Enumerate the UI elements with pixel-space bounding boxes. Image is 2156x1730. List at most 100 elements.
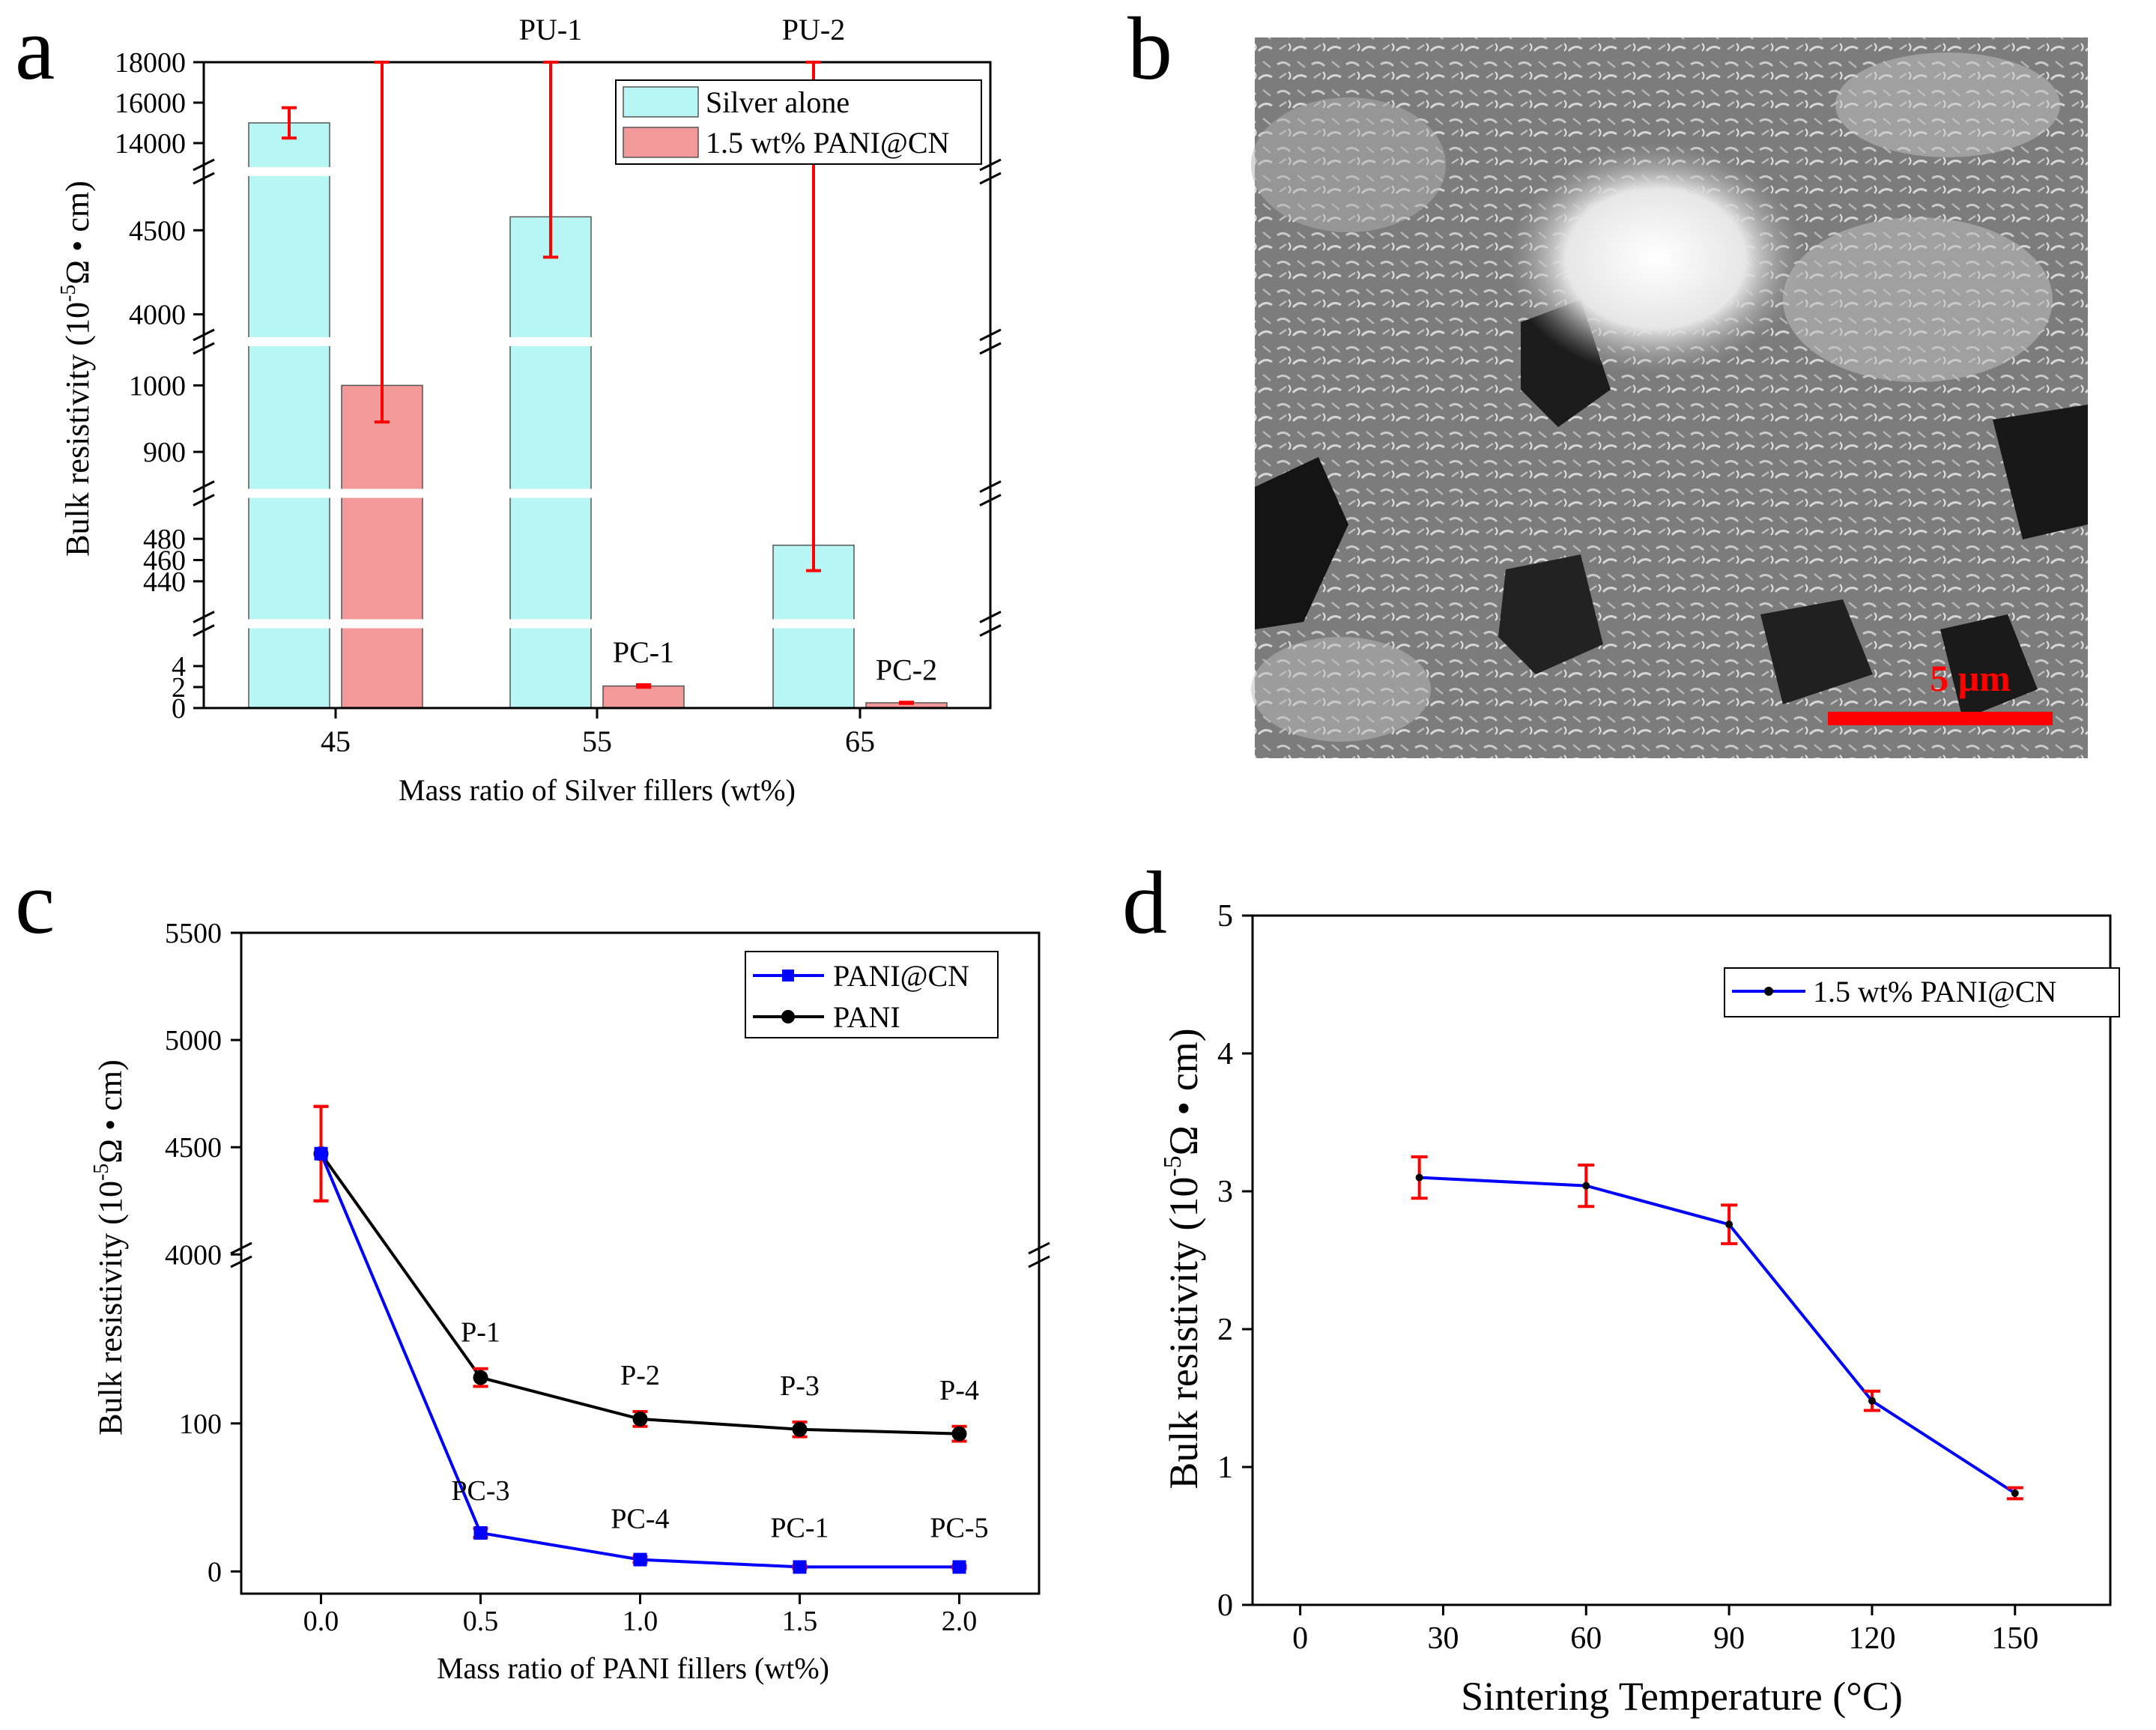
y-tick-label: 480: [143, 524, 186, 555]
data-point-pani-cn: [314, 1146, 328, 1161]
legend-marker-pani: [781, 1010, 795, 1023]
chart-d-legend: 1.5 wt% PANI@CN: [1724, 967, 2120, 1017]
bar-annotation: PC-2: [876, 653, 937, 686]
x-tick-label: 1.0: [623, 1606, 658, 1637]
sem-dark-pore: [1760, 599, 1873, 704]
chart-c-axis-breaks: [230, 1241, 1050, 1268]
chart-c-series: [313, 1104, 967, 1574]
bar-45-silver-alone: [248, 122, 330, 709]
y-tick-label: 1: [1217, 1451, 1233, 1485]
bar-annotation: PC-1: [613, 635, 674, 669]
axis-break-gap: [196, 619, 999, 629]
chart-a-legend: Silver alone 1.5 wt% PANI@CN: [615, 79, 982, 165]
chart-a-axis-breaks: [193, 158, 1002, 637]
data-point-pani: [632, 1411, 648, 1427]
data-point-pani-cn: [1582, 1182, 1590, 1190]
y-tick-label: 18000: [115, 47, 186, 79]
sem-bright-flake: [1835, 52, 2060, 157]
y-tick-label: 4500: [165, 1132, 222, 1164]
sem-dark-pore: [1498, 554, 1603, 674]
chart-c-y-label: Bulk resistivity (10-5Ω • cm): [90, 1059, 129, 1436]
legend-label-silver-alone: Silver alone: [706, 85, 850, 119]
legend-label-pani-cn: 1.5 wt% PANI@CN: [706, 126, 949, 160]
x-tick-label: 30: [1427, 1621, 1459, 1656]
y-tick-label: 4: [172, 651, 186, 683]
x-tick-label: 2.0: [942, 1606, 978, 1637]
point-annotation: P-2: [620, 1360, 660, 1391]
data-point-pani-cn: [952, 1560, 966, 1574]
legend-swatch-silver-alone: [623, 86, 699, 118]
legend-label-pani-cn: 1.5 wt% PANI@CN: [1813, 975, 2056, 1008]
point-annotation: P-4: [939, 1375, 979, 1406]
panel-letter-d: d: [1122, 853, 1167, 952]
chart-c-legend: PANI@CN PANI: [745, 951, 999, 1038]
point-annotation: PC-1: [770, 1512, 829, 1543]
chart-d-x-ticks: 0 30 60 90 120 150: [1292, 1605, 2038, 1656]
y-tick-label: 1000: [129, 370, 186, 402]
data-point-pani-cn: [1725, 1221, 1733, 1229]
chart-a-x-label: Mass ratio of Silver fillers (wt%): [399, 773, 796, 807]
y-tick-label: 5: [1217, 899, 1233, 934]
point-annotation: PC-3: [451, 1475, 509, 1507]
y-tick-label: 4500: [129, 215, 186, 247]
y-tick-label: 900: [143, 437, 186, 468]
data-point-pani-cn: [1868, 1397, 1876, 1405]
x-tick-label: 90: [1713, 1621, 1745, 1656]
sem-dark-pore: [1940, 614, 2038, 719]
chart-d: 0 1 2 3 4 5 0 30 60 90 120 150 Sintering Temperatu…: [1159, 899, 2120, 1719]
y-tick-label: 4000: [165, 1239, 222, 1271]
x-tick-label: 150: [1991, 1621, 2038, 1656]
x-tick-label: 0.5: [463, 1606, 499, 1637]
series-line-pani-cn: [1419, 1176, 2016, 1495]
chart-d-y-ticks: 0 1 2 3 4 5: [1217, 899, 1253, 1623]
y-tick-label: 3: [1217, 1175, 1233, 1209]
y-tick-label: 440: [143, 566, 186, 598]
bar-45-pani-cn: [341, 384, 423, 709]
data-point-pani-cn: [473, 1526, 488, 1540]
chart-d-x-label: Sintering Temperature (°C): [1461, 1674, 1903, 1719]
sem-dark-pore: [1255, 457, 1348, 629]
chart-a-annotations: PU-1 PU-2 PC-1 PC-2: [519, 13, 937, 686]
y-tick-label: 5000: [165, 1025, 222, 1056]
x-tick-label: 60: [1570, 1621, 1602, 1656]
y-tick-label: 0: [208, 1556, 222, 1588]
axis-break-gap: [196, 167, 999, 176]
x-tick-label: 1.5: [782, 1606, 818, 1637]
chart-c-x-ticks: 0.0 0.5 1.0 1.5 2.0: [303, 1594, 978, 1637]
data-point-pani: [473, 1370, 488, 1385]
legend-label-pani: PANI: [833, 1000, 900, 1034]
x-tick-label: 120: [1848, 1621, 1895, 1656]
panel-letter-b: b: [1127, 0, 1172, 98]
point-annotation: P-1: [461, 1317, 500, 1349]
chart-a-y-label: Bulk resistivity (10-5Ω • cm): [57, 181, 96, 557]
y-tick-label: 4: [1217, 1037, 1233, 1071]
sem-micrograph: 5 μm: [1251, 37, 2088, 758]
chart-c-annotations: P-1 P-2 P-3 P-4 PC-3 PC-4 PC-1 PC-5: [451, 1317, 988, 1544]
point-annotation: PC-4: [611, 1504, 669, 1535]
chart-d-series: [1411, 1155, 2023, 1501]
y-tick-label: 2: [172, 672, 186, 704]
bar-55-pani-cn: [602, 685, 685, 709]
axis-break-gap: [196, 489, 999, 498]
data-point-pani-cn: [793, 1560, 807, 1574]
y-tick-label: 5500: [165, 918, 222, 949]
scale-bar: [1828, 712, 2053, 725]
data-point-pani-cn: [2011, 1489, 2019, 1497]
point-annotation: PC-5: [930, 1512, 988, 1543]
legend-marker-pani-cn: [1764, 987, 1773, 996]
series-line-pani: [319, 1152, 960, 1436]
x-tick-label: 55: [582, 725, 612, 758]
scale-bar-label: 5 μm: [1930, 657, 2011, 699]
chart-a-x-ticks: 45 55 65: [321, 708, 875, 758]
y-tick-label: 0: [172, 693, 186, 725]
sem-bright-flake: [1251, 637, 1431, 742]
legend-swatch-pani-cn: [623, 127, 699, 158]
x-tick-label: 0.0: [303, 1606, 339, 1637]
y-tick-label: 0: [1217, 1588, 1233, 1623]
sem-bright-agglomerate: [1506, 142, 1805, 375]
bar-annotation: PU-1: [519, 13, 582, 46]
chart-d-y-label: Bulk resistivity (10-5Ω • cm): [1159, 1028, 1206, 1489]
sem-bright-flake: [1251, 97, 1446, 232]
